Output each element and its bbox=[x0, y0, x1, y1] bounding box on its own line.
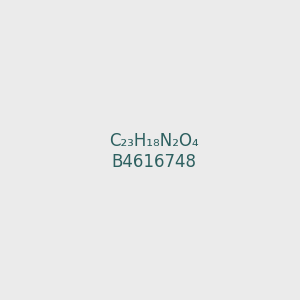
Text: C₂₃H₁₈N₂O₄
B4616748: C₂₃H₁₈N₂O₄ B4616748 bbox=[109, 132, 199, 171]
